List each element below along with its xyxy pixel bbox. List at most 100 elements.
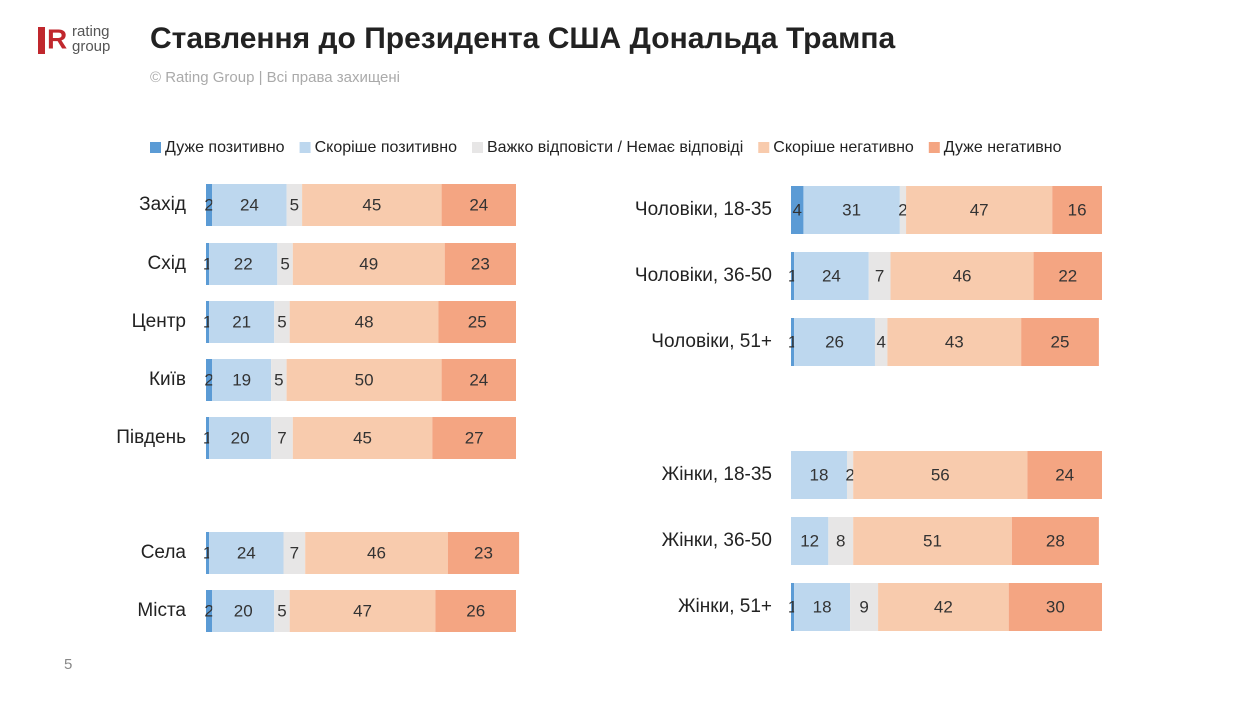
legend-label: Дуже позитивно: [165, 139, 285, 156]
value-label: 22: [1058, 266, 1077, 285]
bar-segment: [850, 583, 879, 631]
value-label: 1: [203, 543, 212, 562]
category-label: Жінки, 51+: [678, 596, 772, 617]
legend-label: Скоріше позитивно: [315, 139, 458, 156]
value-label: 5: [277, 601, 286, 620]
bar-segment: [432, 417, 516, 459]
bar-segment: [206, 243, 210, 285]
value-label: 45: [362, 195, 381, 214]
bar-segment: [794, 583, 851, 631]
bar-segment: [447, 532, 520, 574]
bar-segment: [791, 451, 847, 499]
bar-segment: [302, 184, 442, 226]
value-label: 5: [277, 312, 286, 331]
value-label: 2: [204, 195, 213, 214]
value-label: 47: [970, 200, 989, 219]
bar-segment: [283, 532, 306, 574]
value-label: 27: [465, 428, 484, 447]
value-label: 25: [468, 312, 487, 331]
value-label: 50: [355, 370, 374, 389]
bar-segment: [206, 590, 213, 632]
value-label: 16: [1068, 200, 1087, 219]
value-label: 2: [204, 370, 213, 389]
value-label: 18: [810, 465, 829, 484]
logo-mark: [38, 27, 45, 54]
bar-segment: [277, 243, 293, 285]
value-label: 23: [471, 254, 490, 273]
value-label: 7: [277, 428, 286, 447]
value-label: 5: [274, 370, 283, 389]
category-label: Схід: [147, 253, 186, 274]
category-label: Міста: [137, 600, 186, 621]
value-label: 46: [953, 266, 972, 285]
bar-segment: [271, 417, 293, 459]
bar-segment: [794, 252, 869, 300]
bar-segment: [209, 417, 272, 459]
bar-segment: [286, 184, 303, 226]
value-label: 2: [898, 200, 907, 219]
value-label: 28: [1046, 531, 1065, 550]
bar-segment: [846, 451, 854, 499]
bar-segment: [874, 318, 888, 366]
bar-segment: [206, 301, 210, 343]
bar-segment: [1052, 186, 1102, 234]
value-label: 4: [792, 200, 801, 219]
legend-swatch: [928, 142, 940, 153]
value-label: 2: [845, 465, 854, 484]
bar-segment: [441, 359, 516, 401]
value-label: 1: [203, 312, 212, 331]
value-label: 1: [203, 428, 212, 447]
bar-segment: [1021, 318, 1099, 366]
value-label: 49: [359, 254, 378, 273]
bar-segment: [887, 318, 1022, 366]
value-label: 43: [945, 332, 964, 351]
value-label: 8: [836, 531, 845, 550]
bar-segment: [791, 252, 795, 300]
category-label: Чоловіки, 51+: [651, 331, 772, 352]
logo-letter: R: [47, 23, 67, 54]
bar-segment: [791, 318, 795, 366]
value-label: 48: [355, 312, 374, 331]
bar-segment: [899, 186, 907, 234]
page-number: 5: [64, 656, 72, 673]
value-label: 26: [825, 332, 844, 351]
legend-swatch: [758, 142, 770, 153]
bar-segment: [853, 517, 1012, 565]
category-label: Центр: [132, 311, 186, 332]
value-label: 7: [875, 266, 884, 285]
legend-label: Дуже негативно: [944, 139, 1062, 156]
bar-segment: [209, 532, 284, 574]
value-label: 51: [923, 531, 942, 550]
legend-swatch: [472, 142, 483, 153]
bar-segment: [441, 184, 516, 226]
bar-segment: [212, 590, 275, 632]
value-label: 5: [290, 195, 299, 214]
value-label: 42: [934, 597, 953, 616]
bar-segment: [289, 301, 439, 343]
bar-segment: [209, 243, 278, 285]
bar-segment: [274, 590, 290, 632]
value-label: 56: [931, 465, 950, 484]
value-label: 2: [204, 601, 213, 620]
value-label: 23: [474, 543, 493, 562]
value-label: 7: [290, 543, 299, 562]
bar-segment: [878, 583, 1009, 631]
bar-segment: [292, 417, 433, 459]
value-label: 9: [859, 597, 868, 616]
value-label: 24: [469, 370, 488, 389]
category-label: Київ: [149, 369, 186, 390]
legend-swatch: [299, 142, 311, 153]
bar-segment: [206, 359, 213, 401]
legend-swatch: [150, 142, 161, 153]
value-label: 45: [353, 428, 372, 447]
value-label: 19: [232, 370, 251, 389]
legend-label: Важко відповісти / Немає відповіді: [487, 139, 743, 156]
bar-segment: [1008, 583, 1102, 631]
bar-segment: [791, 186, 804, 234]
chart-title: Ставлення до Президента США Дональда Тра…: [150, 22, 895, 55]
value-label: 21: [232, 312, 251, 331]
bar-segment: [289, 590, 436, 632]
value-label: 1: [788, 266, 797, 285]
category-label: Жінки, 36-50: [662, 530, 772, 551]
value-label: 4: [876, 332, 885, 351]
